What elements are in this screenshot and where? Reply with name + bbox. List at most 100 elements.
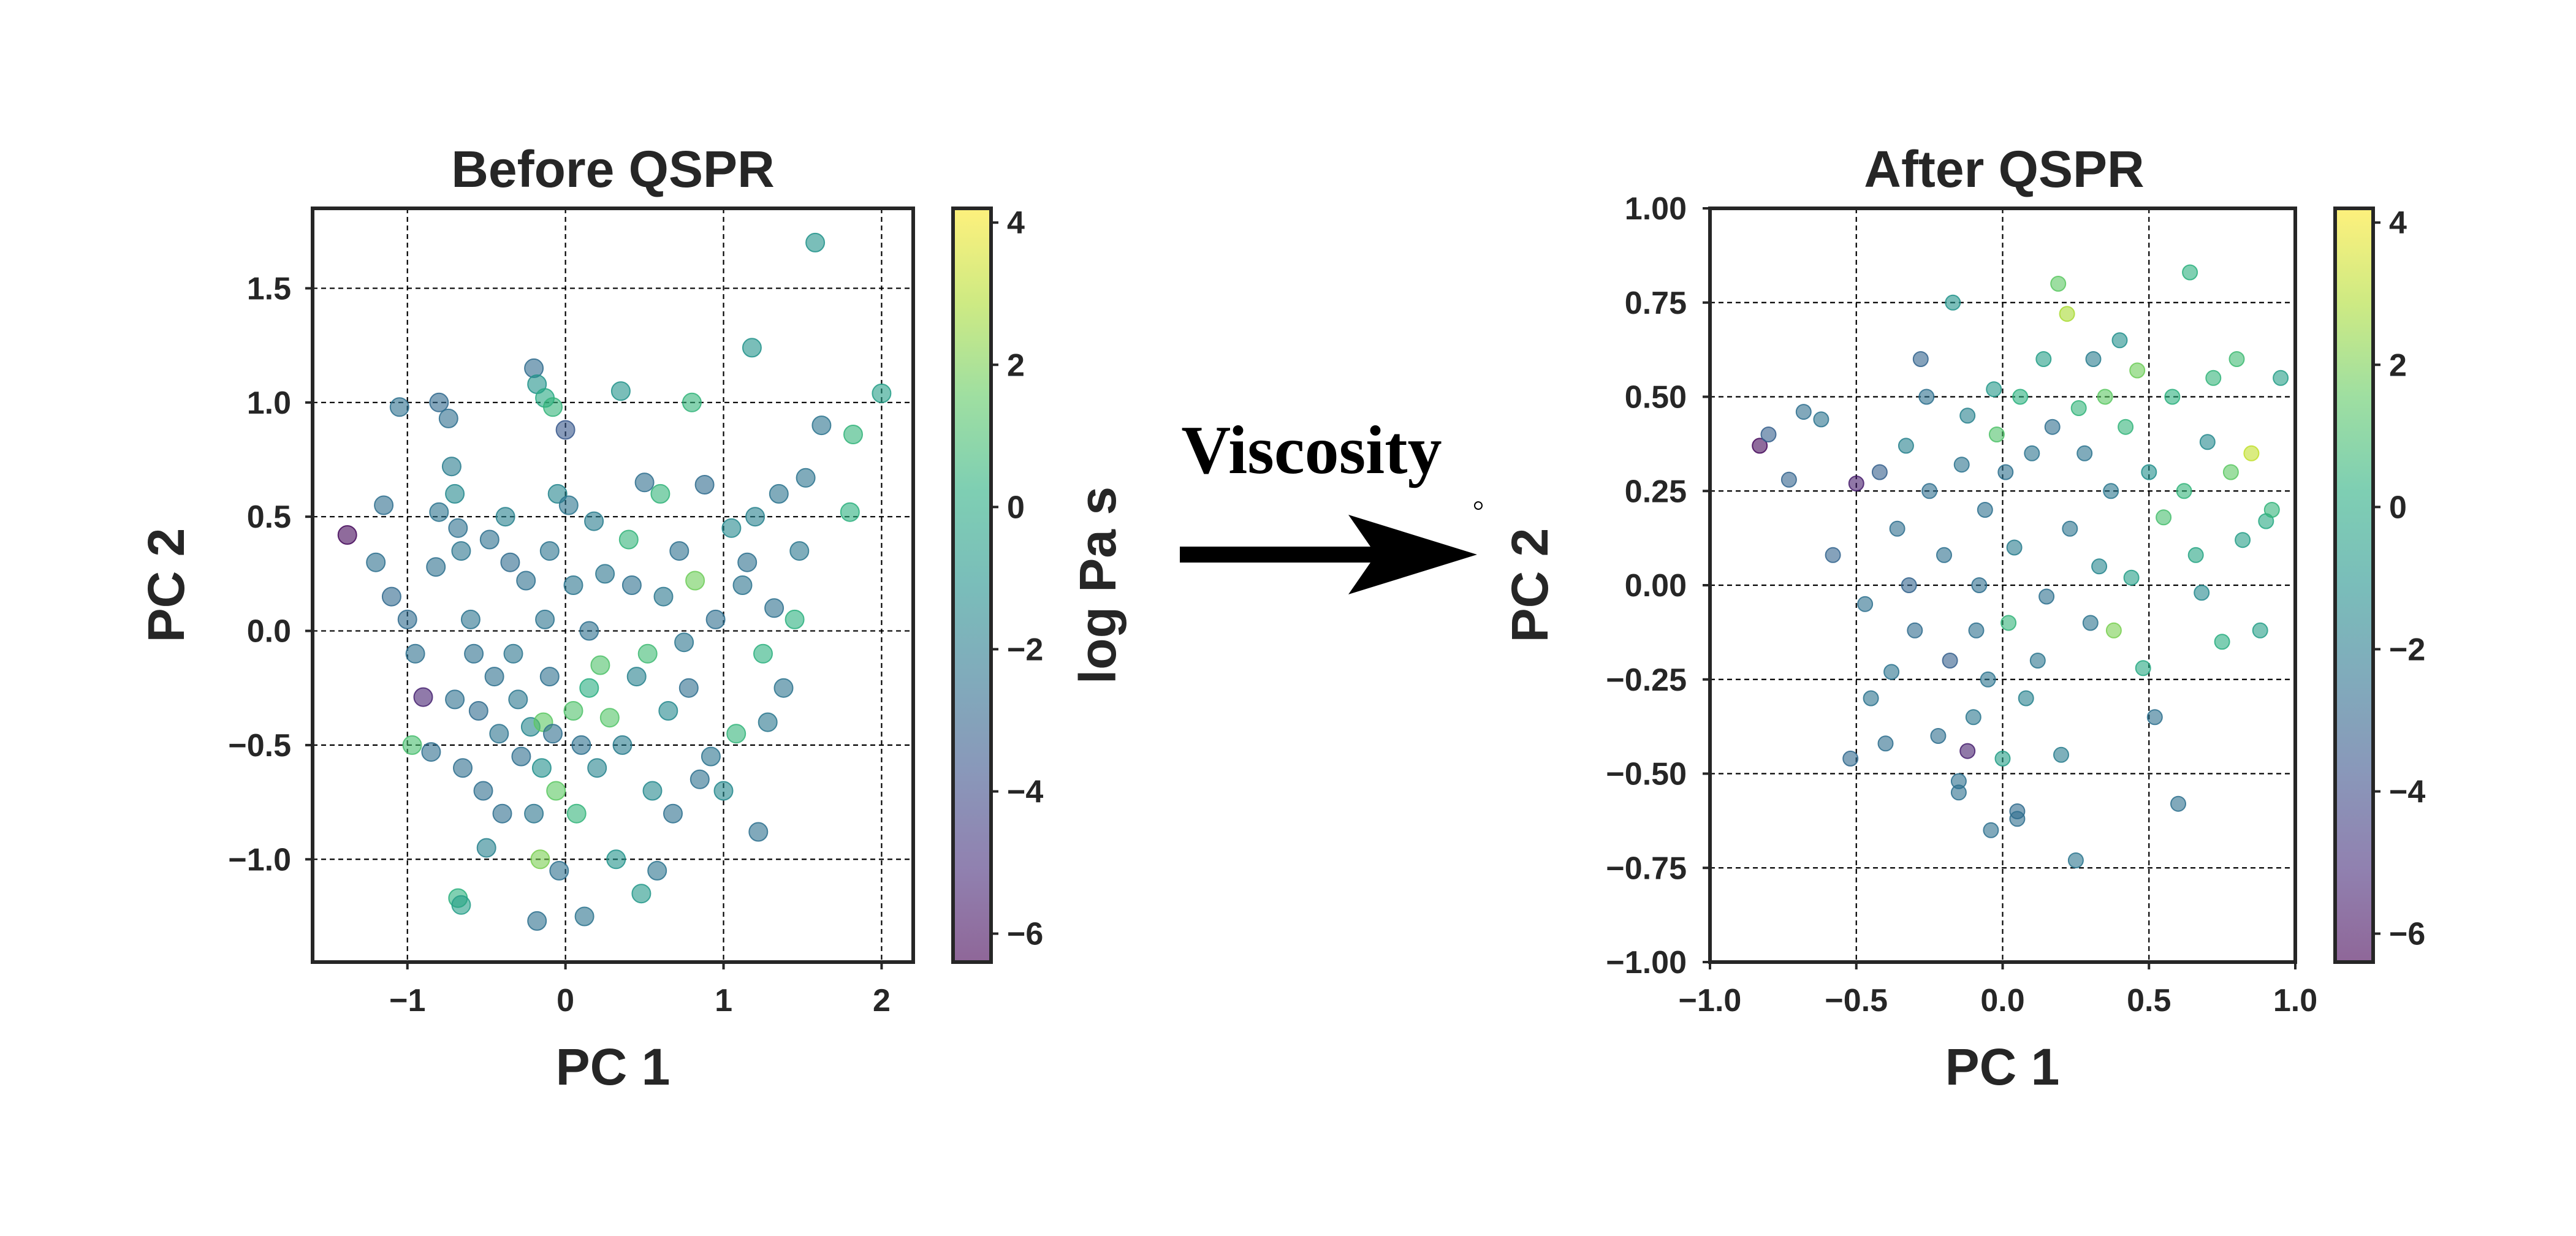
scatter-point — [1959, 743, 1976, 759]
scatter-point — [1977, 502, 1993, 518]
y-tick-label: −0.50 — [1606, 757, 1687, 792]
scatter-point — [690, 769, 710, 789]
scatter-point — [590, 655, 610, 675]
scatter-point — [1760, 427, 1777, 442]
scatter-point — [2199, 434, 2216, 450]
scatter-point — [647, 860, 667, 881]
scatter-point — [694, 475, 715, 495]
scatter-point — [2059, 306, 2075, 322]
scatter-point — [1842, 750, 1859, 767]
scatter-point — [558, 495, 579, 515]
scatter-point — [2123, 569, 2140, 586]
scatter-point — [1983, 822, 1999, 838]
scatter-point — [612, 735, 633, 755]
scatter-point — [2070, 400, 2087, 416]
colorbar-tick-label: −2 — [2389, 632, 2425, 667]
scatter-point — [626, 667, 647, 687]
scatter-point — [1857, 596, 1874, 612]
scatter-point — [1971, 577, 1988, 593]
scatter-point — [543, 724, 563, 744]
scatter-point — [441, 457, 462, 477]
scatter-point — [1953, 457, 1970, 473]
scatter-point — [1997, 464, 2014, 480]
scatter-point — [563, 575, 583, 595]
scatter-point — [642, 781, 663, 801]
scatter-point — [584, 511, 604, 531]
scatter-point — [2135, 660, 2151, 677]
scatter-point — [563, 701, 583, 721]
colorbar-tick-label: 4 — [1007, 205, 1025, 241]
y-tick-label: −1.0 — [228, 842, 291, 878]
scatter-point — [789, 541, 810, 561]
grid — [1710, 208, 2295, 962]
scatter-point — [764, 598, 785, 618]
scatter-point — [1848, 476, 1864, 491]
scatter-point — [658, 701, 678, 721]
y-tick-label: −1.00 — [1606, 945, 1687, 980]
degree-mark — [1474, 501, 1483, 510]
scatter-point — [421, 742, 441, 762]
x-tick-label: −1 — [389, 983, 425, 1018]
x-ticks: −1.0 −0.5 0.0 0.5 1.0 — [1679, 962, 2317, 1018]
x-tick-label: −1.0 — [1679, 983, 1742, 1018]
colorbar-tick-label: −4 — [2389, 775, 2425, 810]
plot-title: After QSPR — [1864, 140, 2144, 198]
scatter-point — [1889, 520, 1905, 537]
plot-title: Before QSPR — [451, 140, 774, 198]
scatter-point — [2029, 653, 2046, 669]
scatter-point — [500, 552, 520, 572]
scatter-point — [511, 746, 531, 767]
scatter-point — [426, 557, 446, 577]
viscosity-arrow: Viscosity — [1180, 412, 1483, 594]
scatter-point — [737, 552, 758, 572]
scatter-point — [1907, 622, 1923, 639]
scatter-point — [2243, 445, 2260, 461]
scatter-point — [445, 689, 465, 710]
y-tick-label: 0.50 — [1625, 380, 1687, 415]
scatter-point — [535, 609, 555, 629]
scatter-point — [546, 781, 566, 801]
y-tick-label: 0.75 — [1625, 286, 1687, 321]
scatter-point — [753, 643, 773, 664]
x-tick-label: −0.5 — [1825, 983, 1888, 1018]
scatter-point — [796, 468, 816, 488]
scatter-point — [495, 507, 515, 527]
scatter-point — [1950, 773, 1967, 789]
scatter-point — [2103, 483, 2119, 499]
scatter-point — [527, 911, 547, 931]
scatter-point — [2067, 852, 2084, 868]
scatter-point — [579, 621, 599, 641]
scatter-point — [549, 860, 569, 881]
scatter-point — [1945, 294, 1961, 311]
scatter-point — [1942, 653, 1958, 669]
scatter-point — [637, 643, 658, 664]
scatter-point — [405, 643, 425, 664]
arrow-label: Viscosity — [1181, 412, 1442, 488]
scatter-point — [2062, 520, 2078, 537]
scatter-point — [366, 552, 386, 572]
scatter-point — [489, 724, 509, 744]
x-ticks: −1 0 1 2 — [389, 962, 891, 1018]
x-tick-label: 2 — [873, 983, 891, 1018]
scatter-point — [1780, 471, 1797, 488]
colorbar-gradient — [2335, 208, 2373, 962]
y-ticks: −1.0 −0.5 0.0 0.5 1.0 1.5 — [228, 271, 313, 878]
scatter-point — [2263, 502, 2280, 518]
scatter-point — [1877, 735, 1894, 752]
scatter-point — [539, 541, 560, 561]
scatter-point — [595, 564, 615, 584]
scatter-point — [464, 643, 484, 664]
x-tick-label: 0.5 — [2127, 983, 2171, 1018]
scatter-point — [1918, 389, 1935, 405]
scatter-point — [531, 758, 552, 778]
scatter-point — [1813, 411, 1829, 428]
scatter-point — [2000, 615, 2017, 631]
x-axis-label: PC 1 — [1945, 1038, 2060, 1096]
colorbar-tick-label: −2 — [1007, 632, 1043, 667]
y-axis-label: PC 2 — [1501, 528, 1559, 643]
scatter-point — [2164, 389, 2181, 405]
scatter-point — [1988, 427, 2005, 442]
scatter-point — [843, 425, 863, 444]
scatter-point — [1986, 381, 2002, 398]
scatter-point — [524, 803, 544, 824]
